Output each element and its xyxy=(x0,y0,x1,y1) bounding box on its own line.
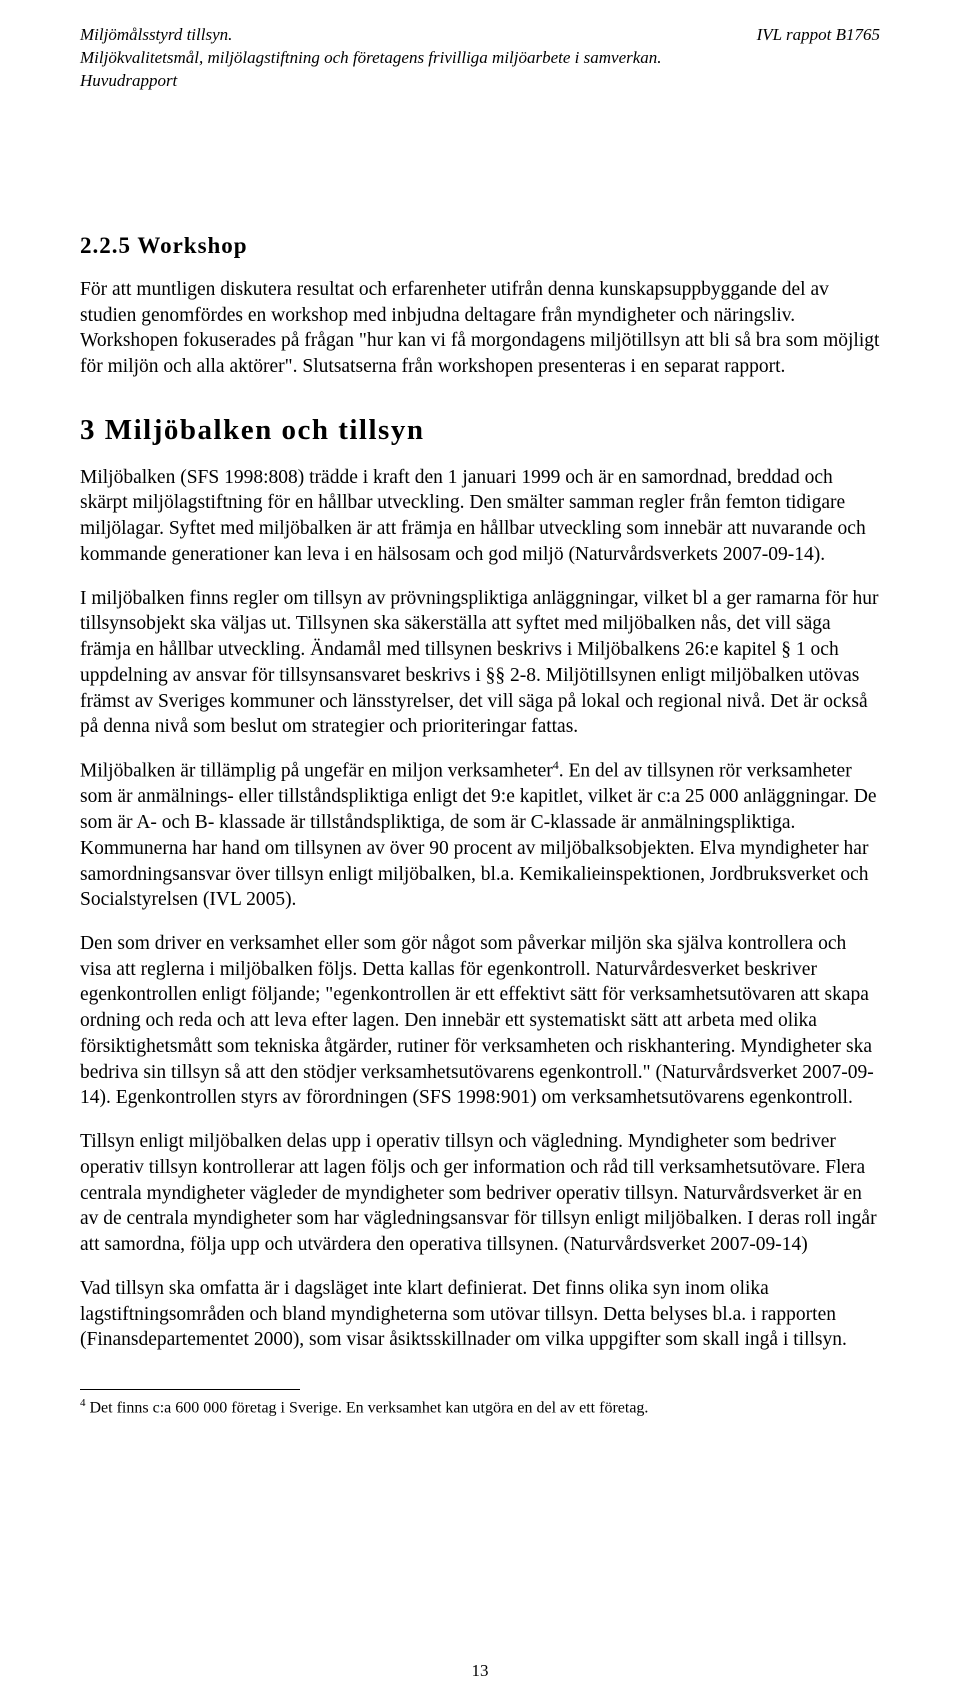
para-3-3a: Miljöbalken är tillämplig på ungefär en … xyxy=(80,761,553,782)
heading-2-2-5: 2.2.5 Workshop xyxy=(80,233,880,259)
footnote-text: Det finns c:a 600 000 företag i Sverige.… xyxy=(86,1399,649,1416)
para-3-5: Tillsyn enligt miljöbalken delas upp i o… xyxy=(80,1129,880,1258)
page-header: Miljömålsstyrd tillsyn. Miljökvalitetsmå… xyxy=(80,24,880,93)
header-right: IVL rappot B1765 xyxy=(757,24,880,93)
para-3-3b: . En del av tillsynen rör verksamheter s… xyxy=(80,761,877,911)
header-left: Miljömålsstyrd tillsyn. Miljökvalitetsmå… xyxy=(80,24,680,93)
header-title-line1: Miljömålsstyrd tillsyn. xyxy=(80,24,680,47)
document-page: Miljömålsstyrd tillsyn. Miljökvalitetsmå… xyxy=(0,0,960,1699)
para-225-1: För att muntligen diskutera resultat och… xyxy=(80,277,880,380)
para-3-2: I miljöbalken finns regler om tillsyn av… xyxy=(80,586,880,740)
para-3-6: Vad tillsyn ska omfatta är i dagsläget i… xyxy=(80,1276,880,1353)
heading-3: 3 Miljöbalken och tillsyn xyxy=(80,414,880,447)
para-3-3: Miljöbalken är tillämplig på ungefär en … xyxy=(80,758,880,913)
footnote-rule xyxy=(80,1389,300,1390)
header-title-line2: Miljökvalitetsmål, miljölagstiftning och… xyxy=(80,47,680,93)
para-3-1: Miljöbalken (SFS 1998:808) trädde i kraf… xyxy=(80,465,880,568)
page-number: 13 xyxy=(0,1661,960,1681)
footnote-4: 4 Det finns c:a 600 000 företag i Sverig… xyxy=(80,1396,880,1419)
para-3-4: Den som driver en verksamhet eller som g… xyxy=(80,931,880,1111)
